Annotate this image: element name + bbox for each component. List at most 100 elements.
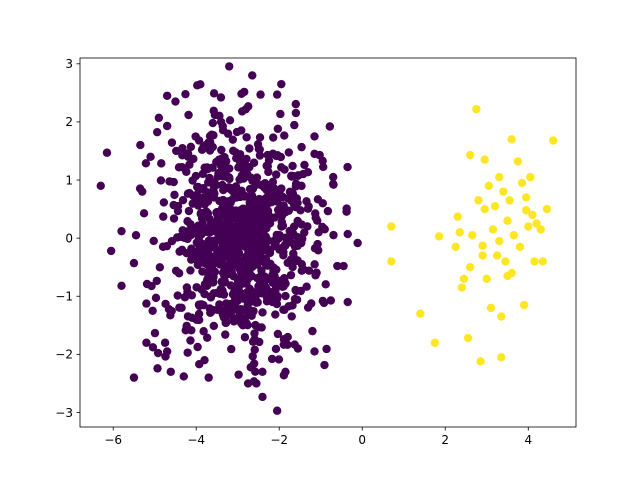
series-0-point (136, 140, 145, 150)
series-1-point (521, 206, 531, 215)
series-0-point (217, 145, 226, 155)
series-0-point (220, 275, 229, 285)
series-0-point (251, 320, 260, 330)
series-1-point (490, 201, 500, 211)
series-0-point (148, 343, 158, 352)
series-1-point (532, 219, 541, 228)
series-0-point (289, 222, 299, 231)
series-1-point (465, 150, 475, 160)
series-0-point (249, 158, 259, 167)
series-0-point (250, 329, 259, 338)
series-0-point (307, 299, 316, 308)
series-0-point (261, 282, 270, 292)
series-1-point (434, 232, 444, 241)
series-1-point (507, 135, 516, 144)
series-0-point (255, 133, 265, 142)
series-1-point (387, 222, 396, 231)
series-0-point (232, 193, 241, 202)
series-1-point (453, 212, 462, 221)
y-tick-label: 0 (65, 231, 73, 245)
series-1-point (492, 251, 502, 260)
series-0-point (142, 299, 151, 308)
series-0-point (199, 258, 209, 268)
series-0-point (281, 291, 290, 301)
series-0-point (203, 195, 212, 204)
series-0-point (275, 245, 284, 254)
series-1-point (509, 231, 518, 240)
series-1-point (486, 303, 496, 313)
series-0-point (196, 80, 205, 89)
series-1-point (495, 172, 504, 182)
series-0-point (183, 152, 193, 161)
series-0-point (236, 309, 245, 319)
series-0-point (311, 209, 320, 218)
series-0-point (209, 193, 219, 202)
y-tick-label: −3 (55, 406, 73, 420)
series-0-point (274, 355, 284, 364)
series-0-point (310, 149, 319, 159)
series-0-point (152, 276, 161, 286)
series-0-point (209, 223, 218, 232)
series-0-point (194, 236, 203, 246)
series-0-point (117, 281, 126, 290)
series-0-point (169, 177, 178, 187)
series-0-point (318, 156, 327, 166)
series-0-point (162, 347, 172, 356)
y-tick-label: 3 (65, 57, 73, 71)
series-0-point (158, 242, 168, 251)
series-0-point (231, 222, 241, 231)
series-0-point (272, 406, 282, 415)
series-0-point (171, 97, 180, 106)
series-0-point (253, 260, 262, 269)
series-0-point (212, 157, 221, 167)
series-0-point (141, 159, 151, 168)
series-0-point (139, 209, 149, 218)
series-0-point (251, 367, 260, 376)
series-0-point (286, 270, 296, 280)
series-0-point (241, 259, 250, 269)
series-0-point (291, 108, 301, 118)
series-0-point (235, 157, 245, 166)
series-0-point (278, 221, 288, 230)
series-0-point (284, 148, 294, 157)
series-1-point (495, 236, 504, 246)
series-0-point (326, 296, 335, 305)
series-0-point (281, 367, 290, 376)
series-0-point (216, 117, 226, 127)
series-0-point (198, 169, 207, 179)
series-0-point (322, 344, 331, 354)
x-tick-label: 4 (524, 433, 532, 447)
series-1-point (513, 157, 523, 166)
series-0-point (286, 255, 296, 264)
series-0-point (241, 290, 250, 299)
series-1-point (468, 231, 477, 240)
series-0-point (218, 248, 228, 257)
series-0-point (106, 246, 116, 256)
series-0-point (208, 142, 217, 152)
series-0-point (237, 89, 246, 99)
series-1-point (497, 353, 506, 362)
series-0-point (186, 266, 195, 275)
series-0-point (233, 280, 242, 289)
x-tick-label: 2 (441, 433, 449, 447)
series-0-point (232, 228, 241, 237)
series-0-point (155, 263, 165, 272)
series-0-point (237, 126, 246, 135)
series-0-point (279, 335, 289, 344)
series-0-point (297, 266, 306, 275)
series-0-point (239, 190, 248, 200)
series-0-point (248, 176, 258, 185)
series-0-point (245, 198, 254, 207)
series-0-point (223, 129, 233, 138)
series-1-point (505, 196, 514, 205)
series-0-point (291, 99, 300, 109)
series-1-point (480, 204, 489, 214)
series-0-point (184, 110, 193, 120)
series-0-point (277, 79, 286, 89)
series-0-point (292, 295, 302, 304)
series-0-point (172, 146, 181, 156)
series-0-point (181, 89, 190, 99)
series-0-point (248, 352, 257, 361)
series-0-point (243, 240, 253, 249)
